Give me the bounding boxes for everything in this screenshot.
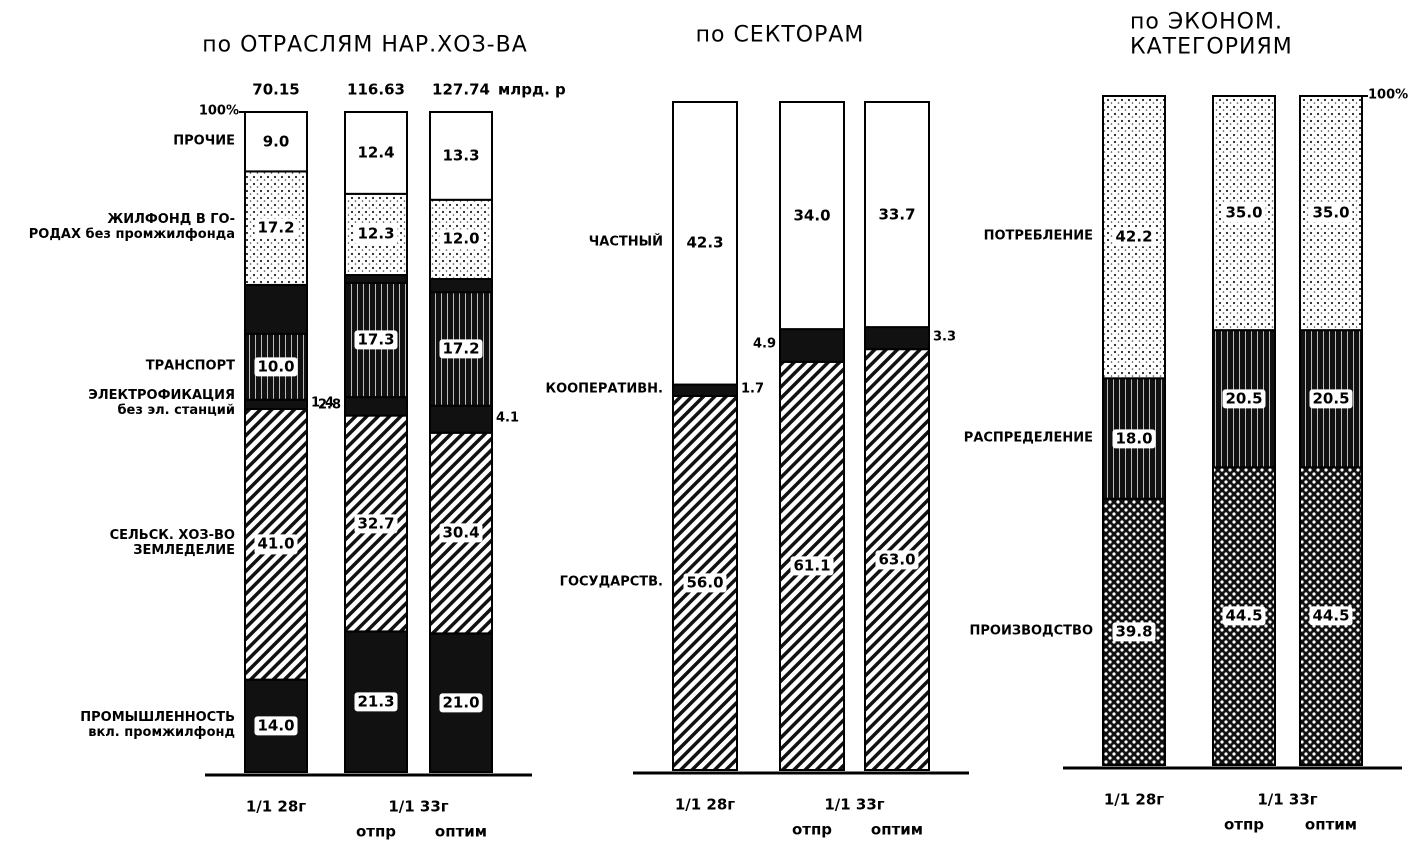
value-label: 32.7 bbox=[354, 513, 398, 534]
x-tick-label: оптим bbox=[1304, 815, 1358, 834]
value-label: 20.5 bbox=[1309, 389, 1353, 409]
legend-label: ПРОЧИЕ bbox=[173, 133, 235, 149]
bar-segment bbox=[244, 283, 308, 335]
bar-segment bbox=[429, 277, 493, 294]
value-label: 12.0 bbox=[439, 229, 483, 249]
value-label: 61.1 bbox=[790, 556, 834, 576]
value-label: 63.0 bbox=[875, 549, 919, 570]
x-tick-label: 1/1 28г bbox=[1103, 790, 1165, 809]
legend-label: ТРАНСПОРТ bbox=[145, 358, 235, 374]
value-label: 17.3 bbox=[354, 330, 398, 350]
x-tick-label: отпр bbox=[791, 820, 833, 839]
legend-label: ПОТРЕБЛЕНИЕ bbox=[983, 228, 1093, 244]
value-label: 44.5 bbox=[1309, 606, 1353, 626]
chart-title: по ЭКОНОМ. КАТЕГОРИЯМ bbox=[1130, 9, 1293, 60]
value-label: 2.8 bbox=[317, 397, 341, 413]
value-label: 13.3 bbox=[439, 146, 483, 166]
legend-label: СЕЛЬСК. ХОЗ-ВО ЗЕМЛЕДЕЛИЕ bbox=[109, 528, 235, 559]
x-tick-label: оптим bbox=[434, 822, 488, 841]
value-label: 44.5 bbox=[1222, 606, 1266, 626]
value-label: 17.2 bbox=[254, 218, 298, 238]
total-label: 70.15 bbox=[252, 80, 300, 99]
x-tick-label: 1/1 28г bbox=[245, 797, 307, 816]
totals-unit: млрд. р bbox=[498, 80, 566, 99]
x-tick-label: 1/1 28г bbox=[674, 795, 736, 814]
value-label: 12.3 bbox=[354, 224, 398, 245]
value-label: 35.0 bbox=[1309, 203, 1353, 223]
value-label: 1.4 bbox=[311, 395, 335, 411]
total-label: 116.63 bbox=[347, 80, 405, 99]
category-group-label: 1/1 33г bbox=[824, 795, 885, 814]
value-label: 14.0 bbox=[254, 716, 298, 736]
value-label: 9.0 bbox=[259, 132, 293, 152]
value-label: 4.9 bbox=[752, 337, 776, 353]
value-label: 34.0 bbox=[790, 205, 834, 226]
value-label: 42.2 bbox=[1112, 227, 1156, 247]
value-label: 17.2 bbox=[439, 339, 483, 359]
chart-title: по СЕКТОРАМ bbox=[695, 22, 865, 48]
value-label: 35.0 bbox=[1222, 203, 1266, 223]
value-label: 10.0 bbox=[254, 357, 298, 377]
bar-segment bbox=[672, 383, 738, 397]
x-tick-label: отпр bbox=[1223, 815, 1265, 834]
total-label: 127.74 bbox=[432, 80, 490, 99]
bar-segment bbox=[344, 274, 408, 284]
legend-label: КООПЕРАТИВН. bbox=[545, 381, 663, 397]
legend-label: РАСПРЕДЕЛЕНИЕ bbox=[963, 430, 1093, 446]
bar-segment bbox=[244, 398, 308, 411]
value-label: 39.8 bbox=[1112, 622, 1156, 642]
value-label: 20.5 bbox=[1222, 389, 1266, 409]
x-tick-label: оптим bbox=[870, 820, 924, 839]
category-group-label: 1/1 33г bbox=[1257, 790, 1318, 809]
value-label: 18.0 bbox=[1112, 428, 1156, 449]
value-label: 41.0 bbox=[254, 534, 298, 554]
bar-segment bbox=[344, 396, 408, 417]
value-label: 1.7 bbox=[741, 381, 765, 397]
x-tick-label: отпр bbox=[355, 822, 397, 841]
bar-segment bbox=[864, 326, 930, 351]
bar-segment bbox=[429, 404, 493, 434]
value-label: 30.4 bbox=[439, 523, 483, 543]
legend-label: ЭЛЕКТРОФИКАЦИЯ без эл. станций bbox=[88, 388, 235, 419]
legend-label: ЖИЛФОНД В ГО- РОДАХ без промжилфонда bbox=[28, 212, 235, 243]
value-label: 21.0 bbox=[439, 693, 483, 713]
value-label: 21.3 bbox=[354, 692, 398, 712]
value-label: 56.0 bbox=[683, 573, 727, 593]
y-tick-label: 100% bbox=[1368, 87, 1409, 103]
value-label: 12.4 bbox=[354, 143, 398, 163]
legend-label: ГОСУДАРСТВ. bbox=[559, 574, 663, 590]
bar-segment bbox=[779, 328, 845, 363]
value-label: 3.3 bbox=[933, 329, 957, 345]
category-group-label: 1/1 33г bbox=[388, 797, 449, 816]
value-label: 42.3 bbox=[683, 233, 727, 253]
legend-label: ПРОМЫШЛЕННОСТЬ вкл. промжилфонд bbox=[80, 709, 235, 740]
value-label: 33.7 bbox=[875, 204, 919, 225]
chart-title: по ОТРАСЛЯМ НАР.ХОЗ-ВА bbox=[202, 32, 528, 58]
value-label: 4.1 bbox=[496, 410, 520, 426]
legend-label: ПРОИЗВОДСТВО bbox=[969, 623, 1093, 639]
y-tick-label: 100% bbox=[198, 103, 239, 119]
legend-label: ЧАСТНЫЙ bbox=[588, 234, 663, 250]
